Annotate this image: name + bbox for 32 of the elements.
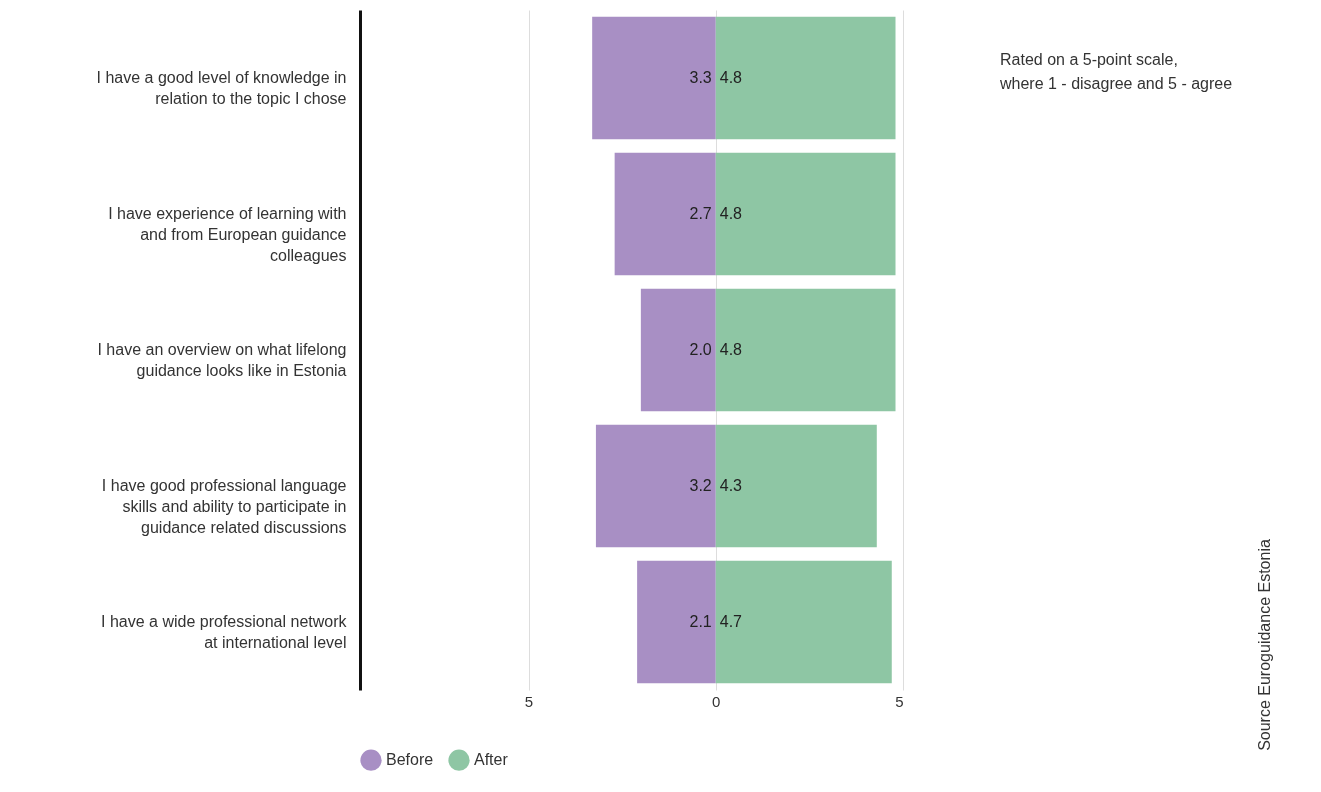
source-note: Source Euroguidance Estonia (1256, 539, 1273, 751)
y-tick-label: I have experience of learning with and from European guidance colleagues (108, 205, 347, 264)
bar (592, 16, 716, 140)
bar (614, 152, 716, 276)
x-tick-label: 5 (524, 692, 534, 710)
bar (715, 424, 877, 548)
text: Rated on a 5-point scale, where 1 - disagree and 5 - agree (999, 51, 1233, 92)
legend-label: Before (386, 751, 434, 769)
data-label: 3.3 (689, 69, 712, 86)
data-label: 4.8 (719, 69, 743, 86)
bar (715, 152, 896, 276)
bar (715, 560, 892, 684)
legend-label: After (474, 751, 509, 769)
x-tick-label: 5 (895, 692, 904, 710)
data-label: 4.3 (719, 477, 743, 494)
data-label: 2.0 (689, 341, 712, 358)
data-label: 4.8 (719, 205, 743, 222)
bar (637, 560, 716, 684)
y-tick-label: I have good professional language skills and ability to participate in guidance related discussions (101, 477, 347, 536)
bar (715, 288, 896, 412)
bar (595, 424, 716, 548)
data-label: 3.2 (689, 477, 712, 494)
data-label: 4.7 (719, 613, 743, 630)
y-tick-label: I have a wide professional network at international level (101, 613, 348, 651)
data-label: 2.1 (689, 613, 712, 630)
y-tick-label: I have an overview on what lifelong guidance looks like in Estonia (97, 341, 347, 379)
bar (715, 16, 896, 140)
data-label: 4.8 (719, 341, 743, 358)
bar (640, 288, 716, 412)
x-tick-label: 0 (712, 692, 721, 710)
data-label: 2.7 (689, 205, 712, 222)
y-tick-label: I have a good level of knowledge in relation to the topic I chose (96, 69, 347, 107)
